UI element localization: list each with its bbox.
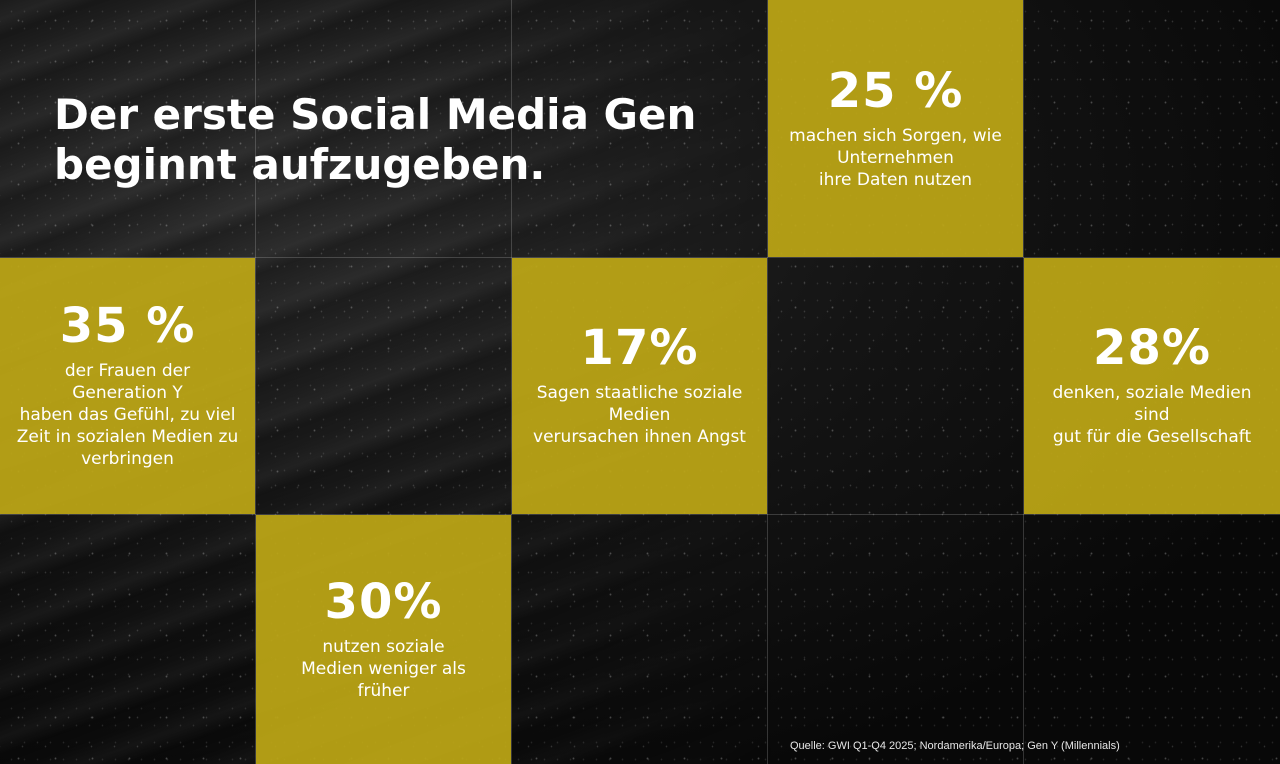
grid-line — [0, 257, 1280, 258]
stat-description: machen sich Sorgen, wie Unternehmen ihre… — [789, 125, 1002, 190]
grid-line — [255, 0, 256, 764]
stat-description: nutzen soziale Medien weniger als früher — [301, 636, 466, 701]
stat-value: 25 % — [827, 62, 964, 119]
page-title: Der erste Social Media Gen beginnt aufzu… — [54, 90, 697, 189]
stat-description: denken, soziale Medien sind gut für die … — [1052, 383, 1252, 447]
stat-value: 30% — [324, 573, 443, 630]
stat-tile-women-time: 35 % der Frauen der Generation Y haben d… — [0, 258, 255, 514]
stat-tile-good-for-society: 28% denken, soziale Medien sind gut für … — [1024, 258, 1280, 514]
grid-line — [767, 0, 768, 764]
grid-line — [511, 0, 512, 764]
grid-line — [1023, 0, 1024, 764]
stat-value: 28% — [1093, 320, 1211, 376]
stat-description: der Frauen der Generation Y haben das Ge… — [16, 361, 239, 469]
stat-value: 35 % — [59, 298, 196, 354]
stat-description: Sagen staatliche soziale Medien verursac… — [533, 383, 746, 447]
stat-value: 17% — [580, 320, 699, 376]
stat-tile-data-worry: 25 % machen sich Sorgen, wie Unternehmen… — [768, 0, 1023, 257]
stat-tile-use-less: 30% nutzen soziale Medien weniger als fr… — [256, 515, 511, 764]
source-note: Quelle: GWI Q1-Q4 2025; Nordamerika/Euro… — [790, 740, 1120, 752]
grid-line — [0, 514, 1280, 515]
stat-tile-anxiety: 17% Sagen staatliche soziale Medien veru… — [512, 258, 767, 514]
